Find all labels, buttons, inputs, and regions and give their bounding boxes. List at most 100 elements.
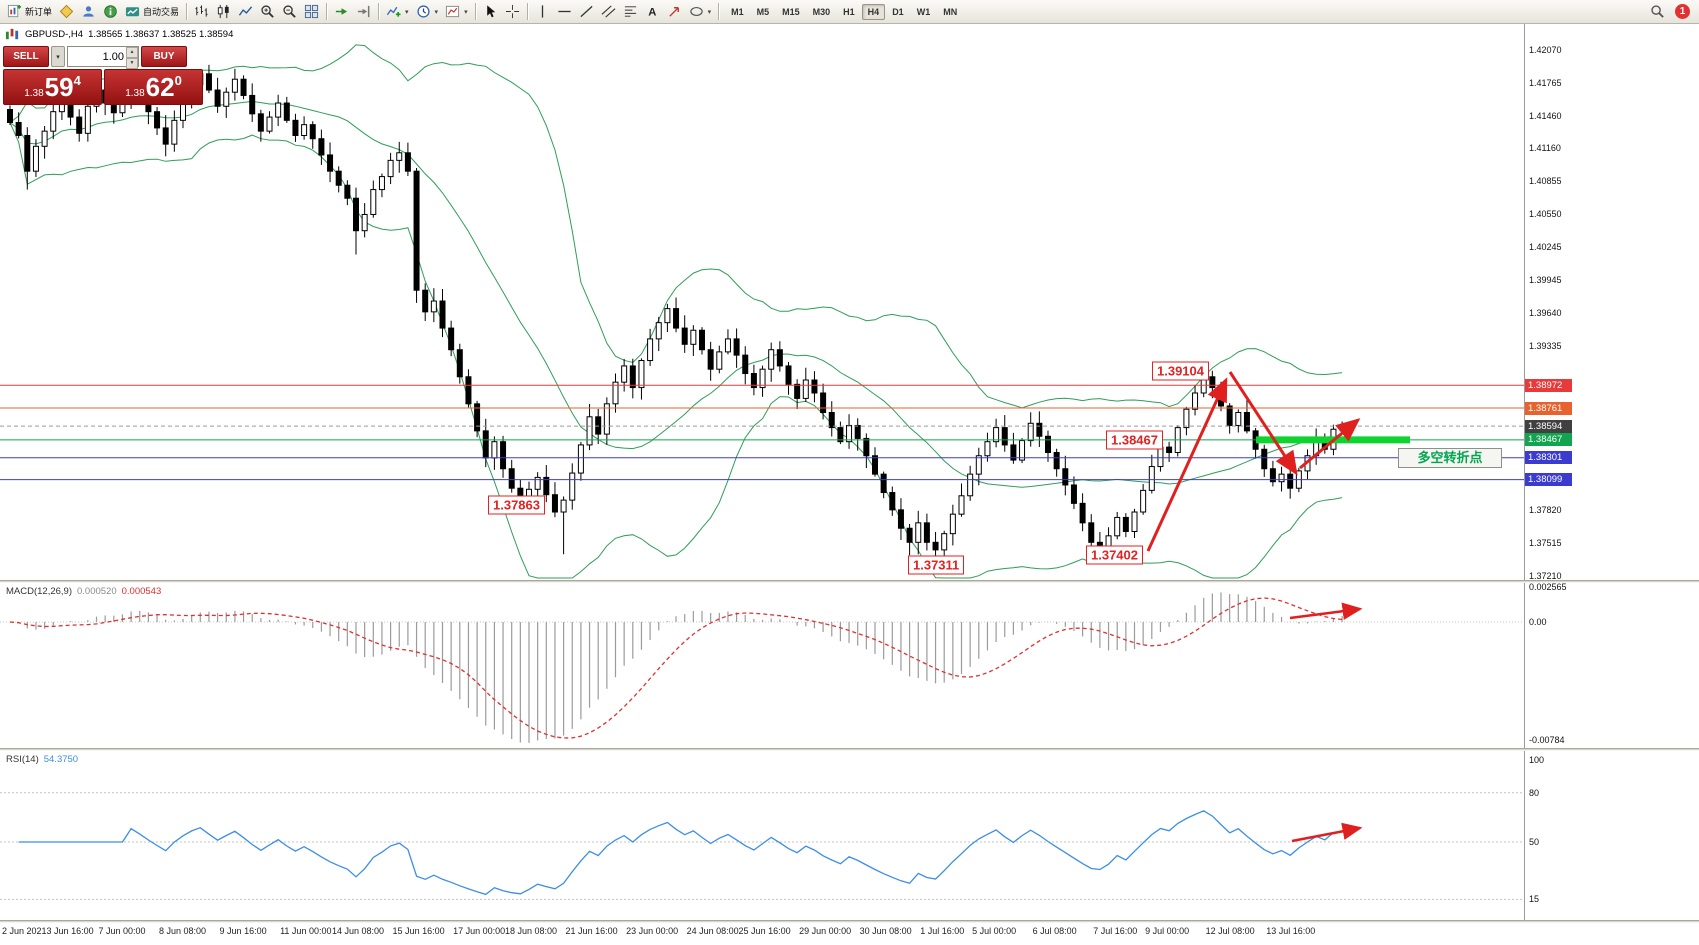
crosshair-icon — [505, 4, 520, 19]
notification-badge[interactable]: 1 — [1675, 4, 1690, 19]
panel-splitter[interactable] — [0, 920, 1699, 923]
order-options-dropdown[interactable]: ▾ — [51, 46, 65, 67]
fibonacci-button[interactable] — [620, 1, 641, 22]
rsi-name: RSI(14) — [6, 754, 39, 765]
time-axis-label: 15 Jun 16:00 — [392, 926, 445, 936]
buy-price-sup: 0 — [174, 73, 182, 88]
price-axis-label: 1.37210 — [1529, 570, 1562, 581]
line-chart-button[interactable] — [235, 1, 256, 22]
timeframe-mn-button[interactable]: MN — [937, 4, 963, 20]
time-axis-label: 11 Jun 00:00 — [280, 926, 332, 936]
toolbar-separator — [186, 3, 188, 20]
channel-icon — [601, 4, 616, 19]
templates-button[interactable] — [442, 1, 471, 22]
timeframe-m15-button[interactable]: M15 — [776, 4, 806, 20]
timeframe-m1-button[interactable]: M1 — [725, 4, 750, 20]
search-button[interactable] — [1647, 1, 1668, 22]
price-axis-label: 1.40855 — [1529, 176, 1562, 187]
periods-button[interactable] — [413, 1, 442, 22]
chart-shift-button[interactable] — [353, 1, 374, 22]
sell-price-prefix: 1.38 — [24, 88, 44, 99]
time-axis-label: 9 Jun 16:00 — [219, 926, 267, 936]
panel-splitter[interactable] — [0, 580, 1699, 583]
volume-down-button[interactable]: ▼ — [126, 58, 138, 69]
arrow-tool-icon — [667, 4, 682, 19]
channel-button[interactable] — [598, 1, 619, 22]
timeframe-m5-button[interactable]: M5 — [751, 4, 776, 20]
toolbar-separator — [378, 3, 380, 20]
horizontal-line-icon — [557, 4, 572, 19]
volume-input[interactable] — [67, 46, 139, 67]
candlestick-chart-button[interactable] — [213, 1, 234, 22]
macd-indicator-label: MACD(12,26,9) 0.000520 0.000543 — [6, 586, 161, 597]
horizontal-line-button[interactable] — [554, 1, 575, 22]
time-axis-label: 7 Jun 00:00 — [98, 926, 146, 936]
tile-windows-button[interactable] — [301, 1, 322, 22]
crosshair-button[interactable] — [502, 1, 523, 22]
price-axis-label: 1.41460 — [1529, 111, 1562, 121]
market-watch-icon — [59, 4, 74, 19]
zoom-in-button[interactable] — [257, 1, 278, 22]
shapes-button[interactable] — [686, 1, 715, 22]
timeframe-toolbar: M1 M5 M15 M30 H1 H4 D1 W1 MN — [725, 3, 963, 20]
market-watch-button[interactable] — [56, 1, 77, 22]
sell-button[interactable]: SELL — [3, 46, 49, 67]
price-axis-border — [1524, 24, 1525, 921]
price-tag: 1.38301 — [1525, 451, 1572, 465]
indicators-icon — [386, 4, 401, 19]
zoom-out-button[interactable] — [279, 1, 300, 22]
auto-scroll-button[interactable] — [331, 1, 352, 22]
time-axis-label: 12 Jul 08:00 — [1205, 926, 1255, 936]
time-axis-label: 14 Jun 08:00 — [332, 926, 385, 936]
bars-chart-button[interactable] — [191, 1, 212, 22]
price-axis-label: 1.40550 — [1529, 209, 1562, 220]
time-axis-label: 24 Jun 08:00 — [686, 926, 739, 936]
buy-button[interactable]: BUY — [141, 46, 187, 67]
timeframe-h4-button[interactable]: H4 — [861, 3, 886, 20]
volume-up-button[interactable]: ▲ — [126, 47, 138, 58]
data-window-button[interactable] — [100, 1, 121, 22]
timeframe-d1-button[interactable]: D1 — [886, 4, 910, 20]
autotrading-button[interactable]: 自动交易 — [122, 1, 182, 22]
rsi-axis-label: 15 — [1529, 894, 1540, 905]
arrow-tool-button[interactable] — [664, 1, 685, 22]
macd-name: MACD(12,26,9) — [6, 586, 72, 597]
buy-price-display[interactable]: 1.38 62 0 — [104, 69, 203, 105]
price-tag: 1.38761 — [1525, 401, 1572, 415]
profiles-button[interactable] — [78, 1, 99, 22]
price-axis-label: 1.40245 — [1529, 242, 1562, 253]
price-axis-label: 1.42070 — [1529, 45, 1562, 55]
timeframe-w1-button[interactable]: W1 — [911, 4, 937, 20]
zoom-in-icon — [260, 4, 275, 19]
time-axis-label: 30 Jun 08:00 — [859, 926, 912, 936]
vertical-line-button[interactable] — [532, 1, 553, 22]
sell-price-display[interactable]: 1.38 59 4 — [3, 69, 102, 105]
new-order-button[interactable]: 新订单 — [4, 1, 55, 22]
cursor-button[interactable] — [480, 1, 501, 22]
svg-text:A: A — [648, 7, 656, 19]
rsi-value: 54.3750 — [43, 754, 79, 765]
fibonacci-icon — [623, 4, 638, 19]
macd-axis-label: 0.002565 — [1529, 582, 1567, 592]
timeframe-h1-button[interactable]: H1 — [837, 4, 861, 20]
price-tag: 1.38594 — [1525, 419, 1572, 433]
timeframe-m30-button[interactable]: M30 — [807, 4, 837, 20]
price-axis-label: 1.39640 — [1529, 307, 1562, 318]
trendline-button[interactable] — [576, 1, 597, 22]
toolbar-separator — [326, 3, 328, 20]
price-callout: 1.37402 — [1086, 545, 1143, 565]
panel-splitter[interactable] — [0, 748, 1699, 751]
indicators-button[interactable] — [383, 1, 412, 22]
cursor-icon — [483, 4, 498, 19]
price-tag: 1.38467 — [1525, 433, 1572, 447]
chart-canvas[interactable] — [0, 0, 1524, 945]
time-axis-label: 9 Jul 00:00 — [1145, 926, 1190, 936]
time-axis-label: 13 Jul 16:00 — [1266, 926, 1316, 936]
price-callout: 1.37863 — [488, 495, 545, 515]
time-axis-label: 8 Jun 08:00 — [159, 926, 207, 936]
toolbar-separator — [718, 3, 720, 20]
text-tool-button[interactable]: A — [642, 1, 663, 22]
